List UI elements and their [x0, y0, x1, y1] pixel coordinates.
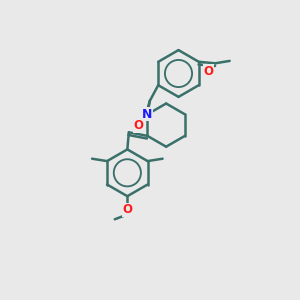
Text: O: O — [122, 203, 132, 216]
Text: O: O — [203, 65, 213, 78]
Text: N: N — [142, 108, 153, 121]
Text: O: O — [133, 119, 143, 132]
Text: N: N — [142, 108, 153, 121]
